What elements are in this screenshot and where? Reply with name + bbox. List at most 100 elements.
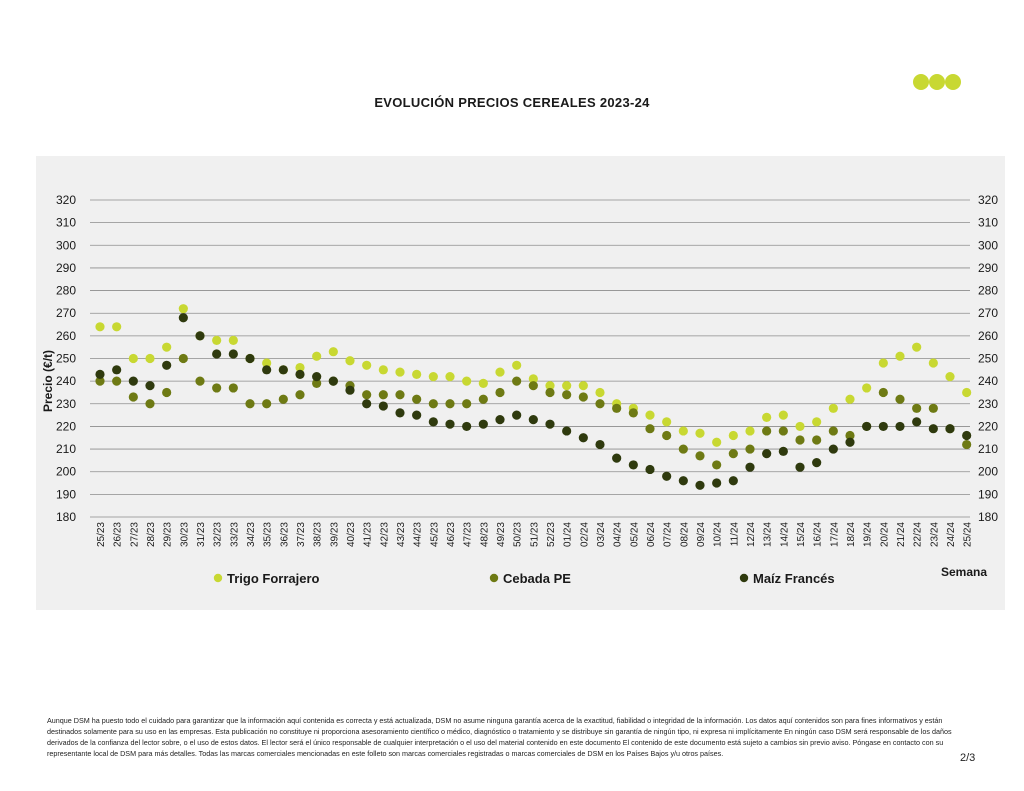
x-tick-label: 04/24: [613, 522, 624, 547]
data-point-cebada: [678, 444, 688, 454]
data-point-maiz: [278, 365, 288, 375]
data-point-cebada: [595, 399, 605, 409]
data-point-cebada: [245, 399, 255, 409]
x-tick-label: 03/24: [596, 522, 607, 547]
x-tick-label: 31/23: [196, 522, 207, 547]
data-point-cebada: [212, 383, 222, 393]
y-tick-label-right: 210: [978, 442, 998, 456]
data-point-trigo: [762, 412, 772, 422]
data-point-maiz: [462, 421, 472, 432]
data-point-cebada: [728, 449, 738, 459]
y-tick-label-right: 290: [978, 261, 998, 275]
x-tick-label: 19/24: [863, 522, 874, 547]
x-tick-label: 30/23: [179, 522, 190, 547]
data-point-trigo: [795, 421, 805, 432]
y-tick-label-left: 230: [56, 397, 76, 411]
data-point-cebada: [612, 403, 622, 413]
data-point-maiz: [162, 360, 172, 370]
x-tick-label: 45/23: [429, 522, 440, 547]
data-point-cebada: [195, 376, 205, 386]
legend-marker-maiz: [739, 573, 749, 583]
data-point-trigo: [812, 417, 822, 427]
x-tick-label: 12/24: [746, 522, 757, 547]
y-tick-label-right: 310: [978, 216, 998, 230]
data-point-cebada: [712, 460, 722, 470]
x-tick-label: 40/23: [346, 522, 357, 547]
data-point-cebada: [845, 430, 855, 441]
data-point-cebada: [428, 399, 438, 409]
data-point-trigo: [595, 387, 605, 398]
x-tick-label: 43/23: [396, 522, 407, 547]
data-point-cebada: [645, 424, 655, 434]
data-point-trigo: [845, 394, 855, 404]
x-tick-label: 26/23: [113, 522, 124, 547]
x-tick-label: 49/23: [496, 522, 507, 547]
y-tick-label-right: 240: [978, 374, 998, 388]
data-point-maiz: [545, 419, 555, 429]
x-tick-label: 01/24: [563, 522, 574, 547]
data-point-cebada: [878, 387, 888, 398]
x-tick-label: 11/24: [729, 522, 740, 547]
data-point-maiz: [312, 372, 322, 382]
data-point-trigo: [578, 381, 588, 391]
data-point-trigo: [878, 358, 888, 368]
data-point-cebada: [228, 383, 238, 393]
data-point-trigo: [562, 381, 572, 391]
data-point-trigo: [428, 372, 438, 382]
data-point-trigo: [712, 437, 722, 447]
x-tick-label: 08/24: [679, 522, 690, 547]
x-tick-label: 42/23: [379, 522, 390, 547]
data-point-trigo: [162, 342, 172, 352]
legend-marker-trigo: [213, 573, 223, 583]
data-point-trigo: [362, 360, 372, 370]
data-point-trigo: [945, 372, 955, 382]
grid-layer: [90, 199, 970, 518]
data-point-trigo: [912, 342, 922, 352]
data-point-trigo: [178, 304, 188, 314]
data-point-maiz: [295, 369, 305, 379]
page-number: 2/3: [960, 752, 976, 764]
data-point-maiz: [395, 408, 405, 418]
data-point-maiz: [195, 331, 205, 341]
data-point-trigo: [862, 383, 872, 393]
legend-label-trigo: Trigo Forrajero: [227, 571, 320, 586]
x-tick-label: 13/24: [763, 522, 774, 547]
data-point-maiz: [928, 424, 938, 434]
data-point-maiz: [628, 460, 638, 470]
x-tick-label: 48/23: [479, 522, 490, 547]
data-point-trigo: [895, 351, 905, 361]
data-point-cebada: [528, 381, 538, 391]
data-point-trigo: [95, 322, 105, 332]
series-trigo: [95, 304, 972, 447]
legend-label-cebada: Cebada PE: [503, 571, 571, 586]
x-tick-label: 10/24: [713, 522, 724, 547]
data-point-maiz: [362, 399, 372, 409]
data-point-maiz: [762, 449, 772, 459]
page-title: EVOLUCIÓN PRECIOS CEREALES 2023-24: [374, 95, 650, 110]
x-tick-label: 18/24: [846, 522, 857, 547]
y-tick-label-left: 310: [56, 216, 76, 230]
brand-logo: [913, 74, 961, 90]
data-point-cebada: [895, 394, 905, 404]
data-points: [95, 304, 972, 490]
x-tick-label: 50/23: [513, 522, 524, 547]
data-point-cebada: [812, 435, 822, 445]
data-point-trigo: [928, 358, 938, 368]
data-point-trigo: [395, 367, 405, 377]
data-point-cebada: [128, 392, 138, 402]
data-point-maiz: [228, 349, 238, 359]
x-tick-label: 41/23: [363, 522, 374, 547]
data-point-cebada: [478, 394, 488, 404]
data-point-trigo: [678, 426, 688, 436]
data-point-maiz: [828, 444, 838, 454]
x-tick-label: 29/23: [163, 522, 174, 547]
data-point-maiz: [478, 419, 488, 429]
data-point-cebada: [178, 353, 188, 364]
data-point-maiz: [95, 369, 105, 379]
data-point-maiz: [562, 426, 572, 436]
data-point-maiz: [262, 365, 272, 375]
y-tick-label-right: 260: [978, 329, 998, 343]
data-point-trigo: [512, 360, 522, 370]
data-point-cebada: [112, 376, 122, 386]
x-tick-label: 05/24: [629, 522, 640, 547]
